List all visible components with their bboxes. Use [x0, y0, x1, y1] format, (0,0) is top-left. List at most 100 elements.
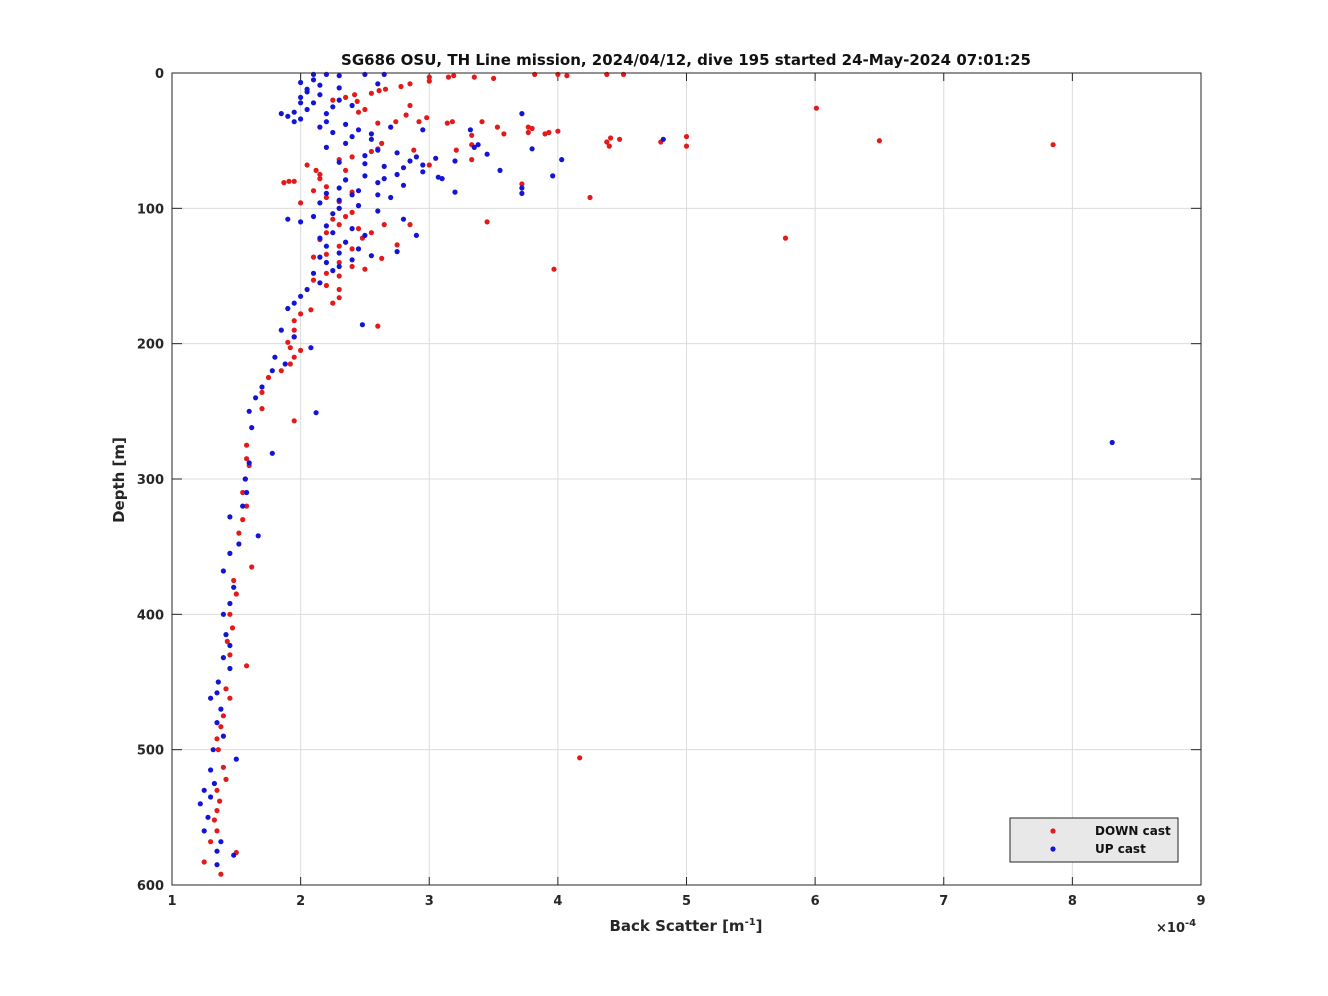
down-cast-point [317, 171, 323, 178]
down-cast-point [214, 808, 220, 814]
x-tick-label: 8 [1068, 894, 1077, 909]
x-exponent-value: -4 [1185, 918, 1196, 929]
up-cast-point [223, 632, 229, 638]
up-cast-point [227, 514, 233, 520]
x-tick-label: 9 [1196, 894, 1205, 909]
down-cast-point [278, 368, 284, 374]
down-cast-point [354, 98, 360, 104]
down-cast-point [355, 109, 362, 115]
down-cast-point [471, 74, 477, 80]
down-cast-point [211, 817, 217, 823]
up-cast-point [330, 104, 336, 110]
down-cast-point [218, 724, 224, 730]
up-cast-point [291, 300, 297, 306]
down-cast-point [308, 307, 314, 313]
up-cast-point [269, 368, 275, 374]
up-cast-point [298, 116, 304, 122]
up-cast-point [475, 142, 481, 148]
up-cast-point [323, 243, 329, 249]
up-cast-point [220, 655, 226, 661]
down-cast-point [336, 259, 342, 266]
down-cast-point [529, 125, 535, 132]
legend: DOWN cast UP cast [1009, 817, 1179, 863]
up-cast-point [278, 327, 284, 333]
down-cast-point [298, 311, 304, 317]
up-cast-point [291, 109, 297, 115]
down-cast-point [407, 222, 413, 228]
up-cast-point [246, 460, 252, 466]
down-cast-point [244, 503, 250, 509]
up-cast-point [559, 157, 565, 163]
up-cast-point [362, 232, 368, 238]
down-cast-point [214, 736, 220, 742]
down-cast-point [381, 222, 387, 228]
up-cast-point [240, 503, 246, 509]
up-cast-point [330, 268, 336, 274]
down-cast-point [491, 75, 497, 81]
down-cast-point [349, 263, 355, 270]
up-cast-point [343, 177, 349, 183]
down-cast-point [298, 200, 304, 206]
up-cast-point [285, 113, 291, 119]
up-cast-point [336, 159, 342, 165]
up-cast-point [439, 176, 445, 182]
down-cast-point [349, 246, 355, 252]
down-cast-point [291, 318, 297, 324]
down-cast-point [291, 327, 297, 333]
down-cast-point [362, 266, 368, 272]
down-cast-point [310, 277, 317, 283]
up-cast-point [375, 192, 381, 198]
down-cast-point [240, 489, 246, 496]
up-cast-point [330, 129, 336, 136]
up-cast-point [259, 384, 265, 390]
down-cast-point [298, 347, 304, 353]
down-cast-point [542, 131, 548, 137]
y-tick-label: 600 [137, 879, 164, 894]
down-cast-point [445, 74, 452, 80]
down-cast-point [444, 120, 450, 126]
down-cast-point [286, 178, 292, 184]
down-cast-point [291, 418, 297, 424]
down-cast-point [375, 120, 381, 126]
up-cast-point [317, 280, 323, 286]
up-cast-point [298, 79, 304, 86]
up-cast-point [205, 814, 211, 820]
down-cast-point [382, 86, 389, 92]
down-cast-point [813, 105, 820, 111]
down-cast-point [368, 230, 374, 236]
up-cast-point [236, 541, 242, 547]
up-cast-point [368, 136, 374, 142]
down-cast-point [604, 139, 610, 145]
down-cast-point [484, 219, 490, 225]
up-cast-point [413, 232, 419, 238]
down-cast-point [214, 787, 220, 793]
down-cast-point [244, 663, 250, 669]
down-cast-point [608, 135, 614, 141]
down-cast-point [449, 119, 455, 125]
up-cast-point [233, 756, 239, 762]
up-cast-point [201, 787, 207, 793]
down-cast-point [555, 128, 561, 134]
x-tick-label: 1 [167, 894, 176, 909]
up-cast-point [291, 119, 297, 125]
up-cast-point [330, 230, 336, 236]
up-cast-point [310, 77, 317, 83]
down-cast-point [291, 178, 297, 184]
down-cast-point [317, 176, 323, 182]
down-cast-point [323, 194, 329, 201]
up-cast-point [497, 167, 503, 173]
down-cast-point [525, 129, 531, 136]
up-cast-point [214, 720, 220, 726]
legend-label-up: UP cast [1095, 842, 1146, 856]
up-cast-point [291, 334, 297, 340]
up-cast-point [214, 848, 220, 854]
up-cast-point [394, 171, 400, 178]
up-cast-point [336, 85, 342, 91]
up-cast-point [467, 127, 473, 133]
down-cast-point [323, 184, 329, 190]
up-cast-point [400, 216, 407, 222]
down-cast-point [310, 254, 317, 260]
up-cast-point [255, 533, 261, 539]
down-cast-point [233, 591, 239, 597]
up-cast-point [519, 185, 525, 191]
